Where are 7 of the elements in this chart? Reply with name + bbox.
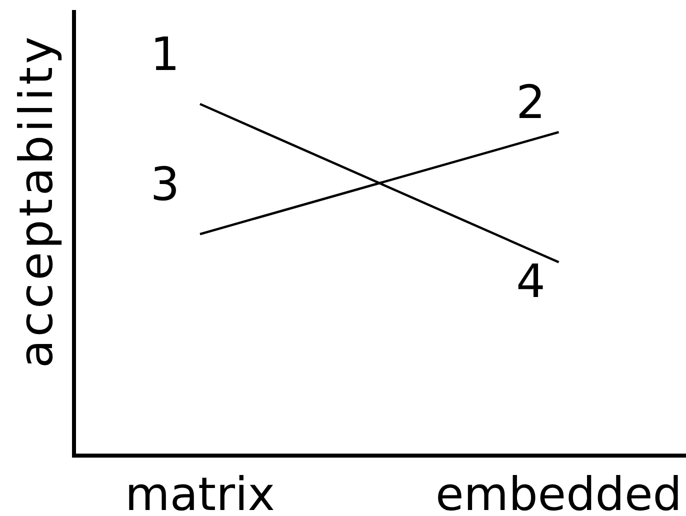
annotation: 4: [516, 254, 546, 308]
annotation: 1: [150, 27, 180, 81]
annotation: 3: [150, 157, 180, 212]
annotation: 2: [516, 75, 546, 130]
x-tick-label: matrix: [125, 466, 275, 516]
x-tick-label: embedded: [435, 466, 682, 516]
y-axis-title: acceptability: [8, 34, 63, 368]
